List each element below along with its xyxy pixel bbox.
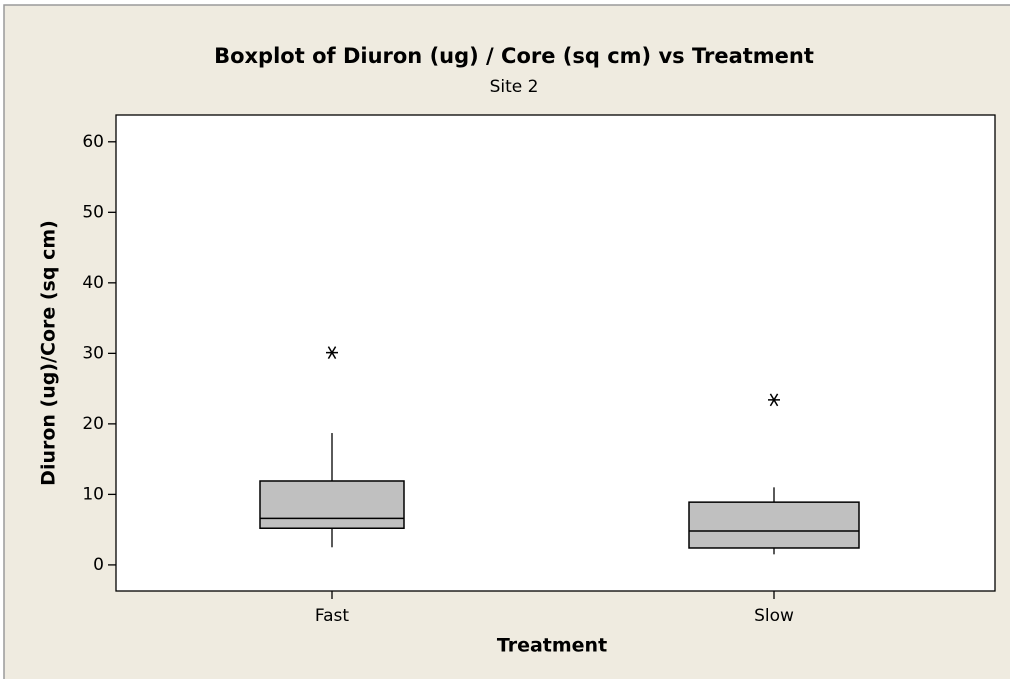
chart-subtitle: Site 2	[490, 77, 539, 97]
plot-area	[115, 114, 996, 592]
x-tick-label: Slow	[754, 606, 794, 626]
chart-title: Boxplot of Diuron (ug) / Core (sq cm) vs…	[214, 44, 814, 68]
outlier	[768, 393, 780, 407]
y-tick-label: 50	[82, 202, 104, 222]
box	[688, 501, 860, 549]
y-axis-label: Diuron (ug)/Core (sq cm)	[38, 220, 60, 486]
x-tick-label: Fast	[315, 606, 349, 626]
y-tick-label: 0	[93, 555, 104, 575]
y-tick-label: 10	[82, 484, 104, 504]
y-tick-label: 60	[82, 132, 104, 152]
y-tick-label: 20	[82, 414, 104, 434]
y-tick-label: 30	[82, 343, 104, 363]
x-axis-label: Treatment	[497, 635, 607, 657]
y-tick-label: 40	[82, 273, 104, 293]
outlier	[326, 346, 338, 360]
box	[259, 480, 405, 529]
